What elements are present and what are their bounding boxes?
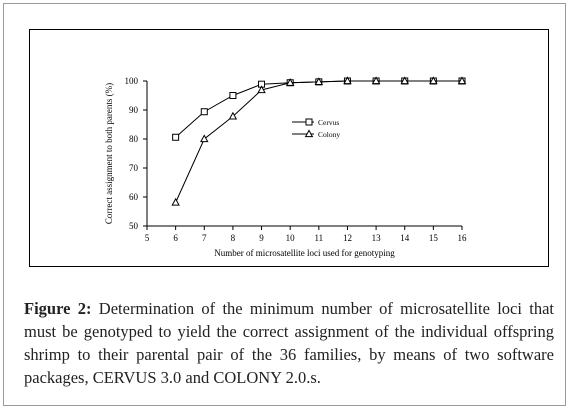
x-tick-label: 15 [429, 233, 439, 243]
x-tick-label: 13 [372, 233, 382, 243]
x-axis-label: Number of microsatellite loci used for g… [214, 248, 395, 258]
data-point-colony [371, 76, 381, 85]
chart-frame: 50 60 70 80 90 100 5 6 7 8 9 10 11 12 13 14 15 16 Number o… [29, 29, 549, 267]
figure-caption: Figure 2: Determination of the minimum n… [24, 297, 554, 389]
y-axis-label: Correct assignment to both parents (%) [104, 83, 114, 224]
data-point-colony [400, 76, 409, 85]
data-point-cervus [200, 108, 208, 116]
x-tick-label: 7 [202, 233, 207, 243]
data-point-cervus [172, 133, 180, 141]
data-point-colony [429, 76, 438, 85]
legend-label-colony: Colony [318, 130, 340, 139]
data-point-cervus [229, 92, 237, 99]
legend-marker-colony [304, 129, 314, 138]
data-point-colony [285, 78, 295, 86]
data-point-colony [314, 77, 324, 85]
x-tick-label: 5 [145, 233, 150, 243]
x-tick-label: 14 [400, 233, 410, 243]
caption-label: Figure 2: [24, 299, 92, 318]
series-line-cervus [175, 80, 462, 138]
y-tick-label: 100 [125, 76, 139, 86]
x-tick-label: 16 [458, 233, 468, 243]
caption-text: Determination of the minimum number of m… [24, 299, 555, 387]
data-point-colony [200, 134, 209, 143]
x-tick-label: 11 [314, 233, 323, 243]
x-tick-label: 10 [286, 233, 296, 243]
y-tick-label: 50 [129, 221, 139, 231]
y-tick-label: 80 [129, 134, 139, 144]
data-point-colony [171, 197, 180, 206]
data-point-colony [457, 76, 467, 85]
figure-frame: 50 60 70 80 90 100 5 6 7 8 9 10 11 12 13 14 15 16 Number o… [3, 3, 566, 406]
legend-marker-cervus [305, 118, 313, 126]
y-tick-label: 60 [129, 192, 139, 202]
data-point-colony [228, 111, 238, 120]
x-tick-label: 6 [173, 233, 178, 243]
x-tick-label: 12 [343, 233, 352, 243]
y-tick-label: 70 [129, 163, 139, 173]
series-line-colony [175, 80, 462, 203]
y-tick-label: 90 [129, 105, 139, 115]
data-point-colony [343, 76, 352, 85]
legend-label-cervus: Cervus [318, 118, 339, 127]
x-tick-label: 8 [231, 233, 236, 243]
line-chart: 50 60 70 80 90 100 5 6 7 8 9 10 11 12 13 14 15 16 Number o… [104, 76, 468, 258]
data-point-colony [257, 85, 266, 94]
x-tick-label: 9 [259, 233, 264, 243]
